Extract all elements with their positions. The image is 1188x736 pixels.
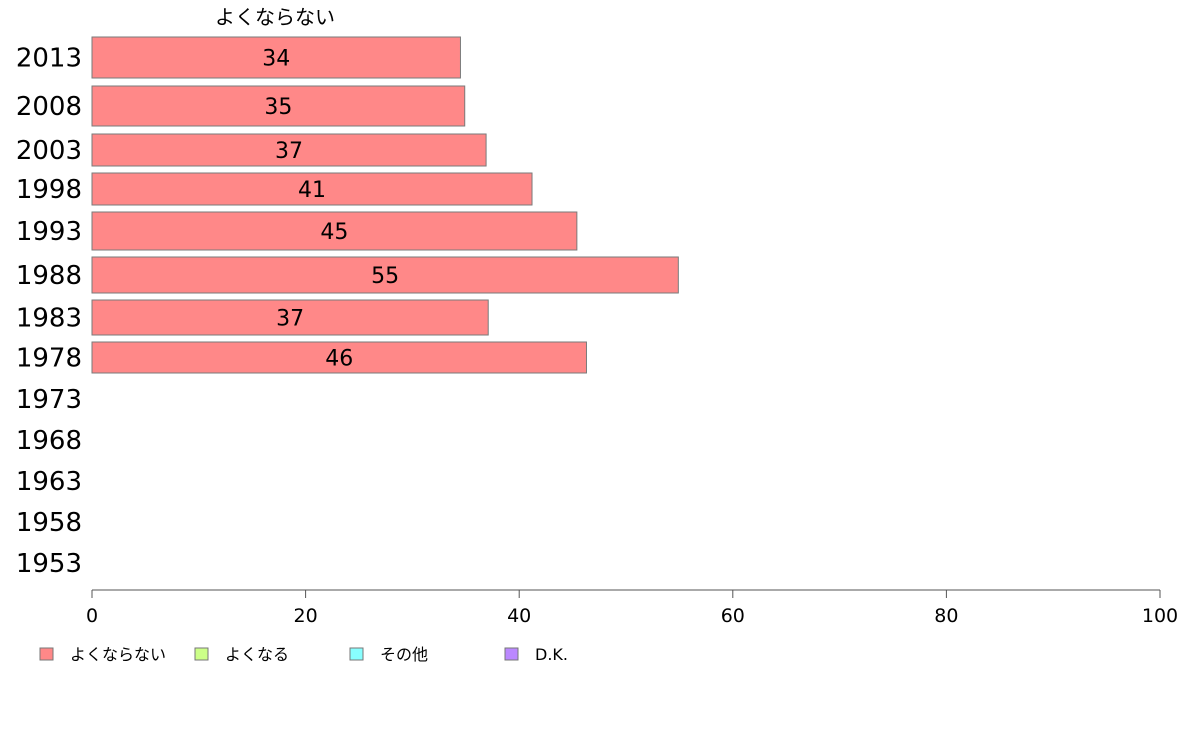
y-tick-label: 1968 <box>16 426 82 456</box>
y-tick-label: 1953 <box>16 549 82 579</box>
bar-value-label: 55 <box>371 264 399 289</box>
y-axis-ticks: 2013 2008 2003 1998 1993 1988 1983 1978 1973 1968… <box>16 44 82 580</box>
bar-value-label: 46 <box>325 347 353 372</box>
bar-value-label: 45 <box>320 220 348 245</box>
y-tick-label: 2003 <box>16 136 82 166</box>
bar-value-label: 37 <box>276 307 304 332</box>
legend-swatch <box>504 647 519 661</box>
bar-value-label: 34 <box>262 47 290 72</box>
x-tick-label: 40 <box>507 605 531 627</box>
x-tick-label: 20 <box>294 605 318 627</box>
legend-label: よくなる <box>225 645 289 664</box>
bar <box>91 172 533 206</box>
bar <box>91 211 578 251</box>
legend-label: その他 <box>380 645 428 664</box>
bar <box>91 36 461 79</box>
y-tick-label: 1993 <box>16 217 82 247</box>
legend-swatch <box>194 647 209 661</box>
bar <box>91 256 679 294</box>
y-tick-label: 1978 <box>16 344 82 374</box>
bar-value-label: 35 <box>264 95 292 120</box>
x-tick-label: 80 <box>934 605 958 627</box>
x-tick-label: 100 <box>1142 605 1178 627</box>
legend-swatch <box>349 647 364 661</box>
bar-value-label: 41 <box>298 178 326 203</box>
y-tick-label: 1988 <box>16 261 82 291</box>
y-tick-label: 1998 <box>16 175 82 205</box>
y-tick-label: 1963 <box>16 467 82 497</box>
y-tick-label: 2013 <box>16 44 82 74</box>
legend-swatch <box>39 647 54 661</box>
bar <box>91 299 489 336</box>
y-tick-label: 1958 <box>16 508 82 538</box>
legend-label: よくならない <box>70 645 166 664</box>
bar <box>91 85 466 127</box>
y-tick-label: 1983 <box>16 304 82 334</box>
series-title: よくならない <box>215 5 335 29</box>
bar <box>91 341 587 374</box>
x-tick-label: 60 <box>721 605 745 627</box>
x-axis: 0 20 40 60 80 100 <box>86 589 1178 627</box>
legend: よくならない よくなる その他 D.K. <box>39 645 568 664</box>
y-tick-label: 2008 <box>16 92 82 122</box>
bars-group: 34 35 37 41 45 55 37 46 <box>91 36 679 374</box>
y-tick-label: 1973 <box>16 385 82 415</box>
bar <box>91 133 487 167</box>
x-tick-label: 0 <box>86 605 98 627</box>
legend-label: D.K. <box>535 645 568 664</box>
bar-value-label: 37 <box>275 139 303 164</box>
